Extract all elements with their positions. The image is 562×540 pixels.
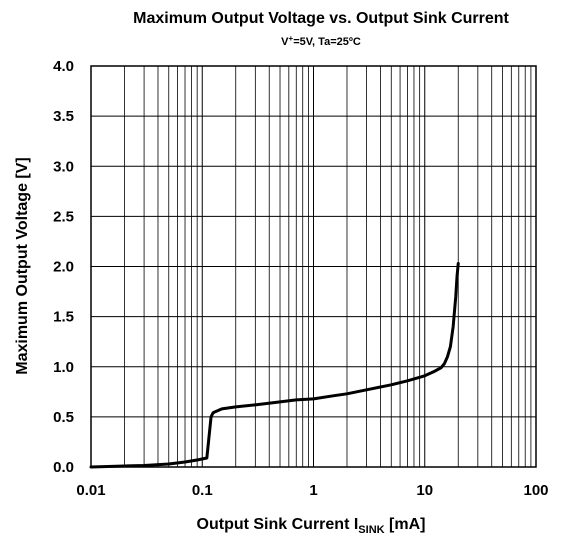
- series-layer: [89, 261, 460, 469]
- tick-labels: 0.01 0.1 1 10 100 0.0 0.5 1.0 1.5 2.0 2.5 3.0 3.5 4.0: [53, 58, 548, 499]
- y-tick-label: 0.0: [53, 459, 74, 476]
- y-tick-label: 3.0: [53, 158, 74, 175]
- x-axis-label-subscript: SINK: [358, 524, 384, 536]
- plot-frame: [90, 65, 537, 468]
- chart-subtitle: V+=5V, Ta=25ºC: [281, 34, 361, 48]
- y-tick-label: 4.0: [53, 58, 74, 75]
- series-line: [89, 261, 460, 469]
- x-tick-label: 100: [523, 482, 548, 499]
- x-tick-label: 0.01: [76, 482, 105, 499]
- y-tick-label: 2.5: [53, 208, 74, 225]
- y-tick-label: 1.0: [53, 359, 74, 376]
- x-tick-label: 1: [309, 482, 317, 499]
- subtitle-prefix: V: [281, 36, 289, 48]
- x-tick-label: 10: [416, 482, 433, 499]
- y-tick-label: 0.5: [53, 409, 74, 426]
- y-axis-label: Maximum Output Voltage [V]: [14, 157, 31, 374]
- y-tick-label: 3.5: [53, 108, 74, 125]
- x-axis-label: Output Sink Current ISINK [mA]: [197, 516, 426, 536]
- x-tick-label: 0.1: [192, 482, 213, 499]
- x-axis-label-suffix: [mA]: [385, 516, 426, 533]
- subtitle-rest: =5V, Ta=25ºC: [293, 36, 361, 48]
- subtitle-superscript: +: [289, 34, 294, 43]
- y-tick-label: 1.5: [53, 309, 74, 326]
- x-axis-label-main: Output Sink Current I: [197, 516, 359, 533]
- chart-title: Maximum Output Voltage vs. Output Sink C…: [133, 10, 509, 27]
- grid: [90, 65, 536, 468]
- y-tick-label: 2.0: [53, 259, 74, 276]
